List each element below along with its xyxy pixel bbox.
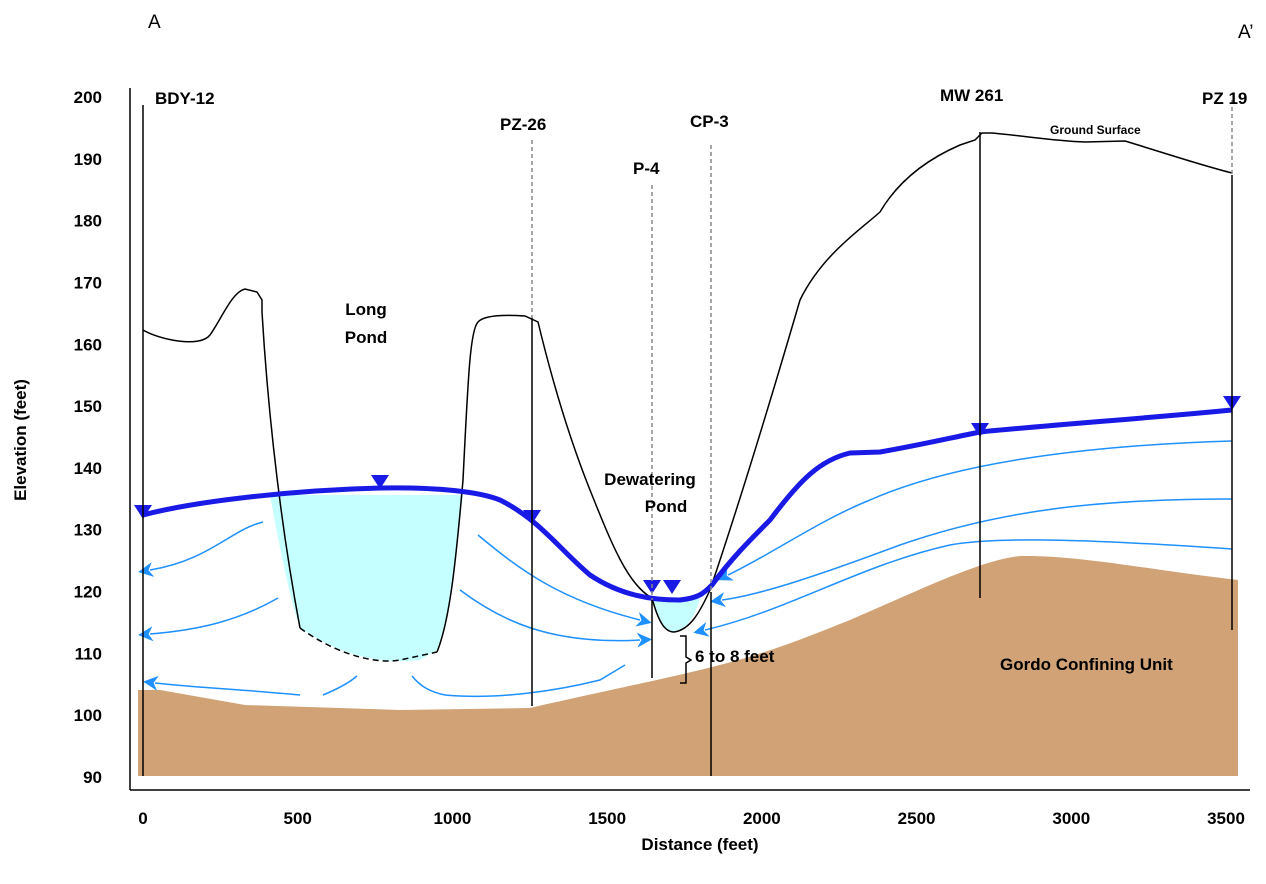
- ground-surface: [143, 289, 300, 628]
- gap-label: 6 to 8 feet: [695, 647, 775, 666]
- ground-label: Ground Surface: [1050, 123, 1141, 137]
- y-tick-label: 160: [74, 335, 102, 354]
- section-start: A: [148, 12, 161, 33]
- x-tick-label: 1500: [588, 809, 626, 828]
- x-axis-title: Distance (feet): [641, 835, 758, 854]
- y-tick-label: 170: [74, 273, 102, 292]
- y-tick-label: 110: [75, 644, 102, 663]
- x-tick-label: 0: [138, 809, 147, 828]
- well-label: BDY-12: [155, 89, 215, 108]
- x-tick-label: 2500: [898, 809, 936, 828]
- y-tick-label: 100: [74, 706, 102, 725]
- section-end: A’: [1238, 22, 1253, 43]
- pond-label: Dewatering: [604, 470, 696, 489]
- well-label: CP-3: [690, 112, 729, 131]
- y-tick-label: 180: [74, 212, 102, 231]
- y-axis-title: Elevation (feet): [11, 379, 30, 501]
- y-tick-label: 120: [74, 583, 102, 602]
- x-tick-label: 3000: [1052, 809, 1090, 828]
- pond-label: Pond: [345, 328, 388, 347]
- well-label: P-4: [633, 159, 660, 178]
- cross-section: A A’ BDY-12 PZ-26 P-4 CP-3 MW 261 PZ 19 …: [0, 0, 1266, 879]
- page: A A’ BDY-12 PZ-26 P-4 CP-3 MW 261 PZ 19 …: [0, 0, 1266, 884]
- pond-label: Long: [345, 300, 387, 319]
- well-label: PZ-26: [500, 115, 546, 134]
- pond-label: Pond: [645, 497, 688, 516]
- dewatering-pond-water: [652, 598, 700, 632]
- x-tick-label: 1000: [434, 809, 472, 828]
- x-tick-label: 2000: [743, 809, 781, 828]
- y-tick-label: 90: [83, 768, 102, 787]
- x-tick-label: 500: [284, 809, 312, 828]
- well-label: MW 261: [940, 86, 1003, 105]
- y-tick-label: 150: [74, 397, 102, 416]
- unit-label: Gordo Confining Unit: [1000, 655, 1173, 674]
- y-tick-label: 190: [74, 150, 102, 169]
- y-tick-label: 200: [74, 88, 102, 107]
- y-tick-label: 140: [74, 459, 102, 478]
- long-pond-water: [270, 495, 463, 661]
- well-label: PZ 19: [1202, 89, 1247, 108]
- x-tick-label: 3500: [1207, 809, 1245, 828]
- y-tick-label: 130: [74, 521, 102, 540]
